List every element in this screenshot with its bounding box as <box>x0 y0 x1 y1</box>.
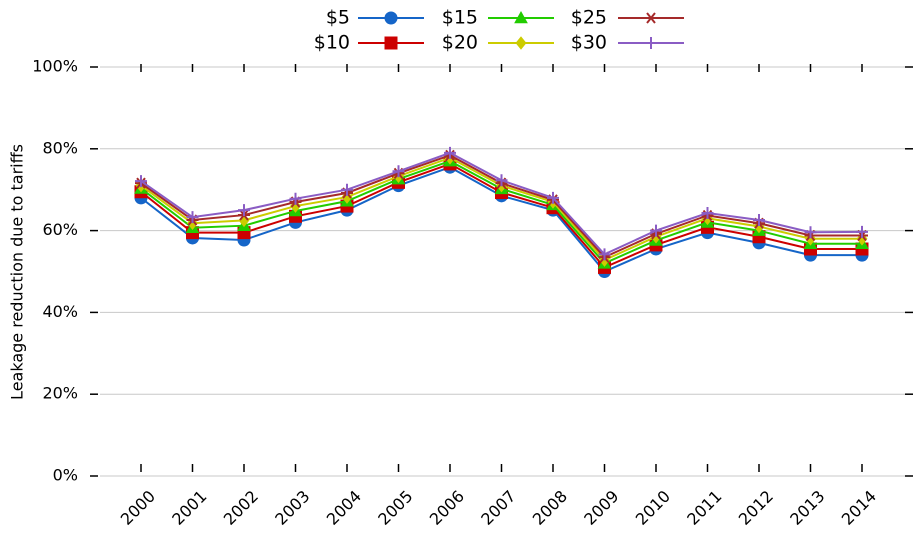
marker <box>495 174 508 187</box>
marker <box>753 213 765 226</box>
x-tick-label: 2000 <box>117 487 159 529</box>
x-tick-label: 2004 <box>323 487 365 529</box>
marker <box>804 226 817 239</box>
legend-label: $10 <box>314 32 350 54</box>
marker <box>598 248 611 261</box>
x-tick-label: 2009 <box>580 487 622 529</box>
marker <box>514 10 528 24</box>
x-tick-label: 2008 <box>529 487 571 529</box>
marker <box>392 165 405 178</box>
x-tick-label: 2014 <box>838 487 880 529</box>
x-tick-label: 2003 <box>271 487 313 529</box>
marker <box>645 37 657 49</box>
legend-label: $5 <box>326 7 350 29</box>
marker <box>186 211 199 224</box>
marker <box>856 225 868 238</box>
x-tick-label: 2002 <box>220 487 262 529</box>
x-tick-label: 2012 <box>735 487 777 529</box>
y-axis-label: Leakage reduction due to tariffs <box>8 144 27 400</box>
x-tick-label: 2013 <box>786 487 828 529</box>
marker <box>650 224 662 237</box>
y-tick-label: 40% <box>42 302 78 321</box>
x-tick-label: 2005 <box>374 487 416 529</box>
y-tick-label: 0% <box>53 466 78 485</box>
marker <box>547 191 559 204</box>
marker <box>701 207 714 220</box>
legend-label: $30 <box>571 32 607 54</box>
x-tick-label: 2011 <box>683 487 725 529</box>
x-tick-label: 2010 <box>632 487 674 529</box>
y-tick-label: 80% <box>42 138 78 157</box>
marker <box>856 231 868 246</box>
marker <box>645 12 657 24</box>
marker <box>515 36 527 50</box>
x-tick-label: 2001 <box>168 487 210 529</box>
legend-label: $20 <box>442 32 478 54</box>
y-tick-label: 60% <box>42 220 78 239</box>
legend-label: $15 <box>442 7 478 29</box>
x-tick-label: 2006 <box>426 487 468 529</box>
marker <box>289 192 302 205</box>
marker <box>384 11 398 25</box>
marker <box>444 146 456 159</box>
marker <box>384 36 398 50</box>
marker <box>341 183 353 196</box>
legend-label: $25 <box>571 7 607 29</box>
marker <box>135 175 147 188</box>
x-tick-label: 2007 <box>477 487 519 529</box>
y-tick-label: 20% <box>42 384 78 403</box>
marker <box>238 204 250 217</box>
y-tick-label: 100% <box>32 57 78 76</box>
marker <box>805 231 816 246</box>
